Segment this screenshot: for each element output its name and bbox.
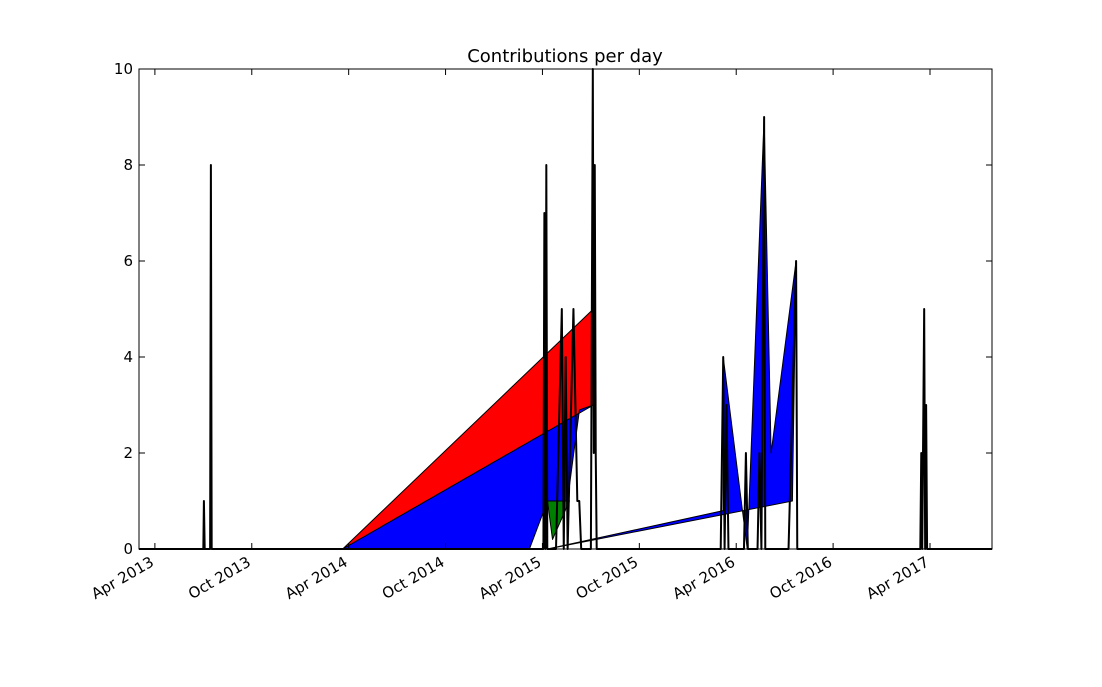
chart-title: Contributions per day [467, 46, 663, 67]
line [139, 68, 992, 550]
y-tick-label: 8 [123, 156, 133, 174]
y-tick-label: 6 [123, 252, 133, 270]
y-tick-label: 4 [123, 348, 133, 366]
y-tick-label: 2 [123, 444, 133, 462]
y-tick-label: 0 [123, 540, 133, 558]
y-tick-label: 10 [114, 60, 133, 78]
plot-frame [138, 68, 993, 550]
